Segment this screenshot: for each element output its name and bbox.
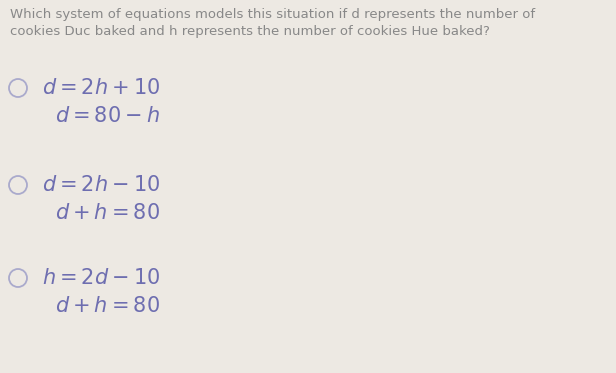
Text: $d + h = 80$: $d + h = 80$ [55, 203, 160, 223]
Text: $d + h = 80$: $d + h = 80$ [55, 296, 160, 316]
Text: $d = 2h + 10$: $d = 2h + 10$ [42, 78, 160, 98]
Text: $d = 80 - h$: $d = 80 - h$ [55, 106, 160, 126]
Text: Which system of equations models this situation if d represents the number of: Which system of equations models this si… [10, 8, 535, 21]
Text: $h = 2d - 10$: $h = 2d - 10$ [42, 268, 160, 288]
Text: cookies Duc baked and h represents the number of cookies Hue baked?: cookies Duc baked and h represents the n… [10, 25, 490, 38]
Text: $d = 2h - 10$: $d = 2h - 10$ [42, 175, 160, 195]
